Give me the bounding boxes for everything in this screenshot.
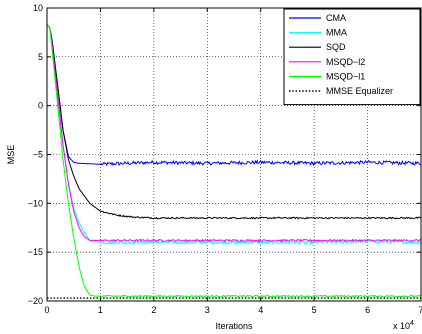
y-tick-label: −15 <box>28 247 43 257</box>
ticks: 0 1 2 3 4 5 6 7 10 5 0 −5 −10 −15 −20 <box>28 3 422 315</box>
x-tick-label: 3 <box>205 305 210 315</box>
legend-label: MMA <box>326 28 347 38</box>
legend-box <box>283 8 421 106</box>
y-tick-label: −5 <box>33 150 43 160</box>
y-tick-label: 5 <box>38 52 43 62</box>
x-tick-label: 0 <box>44 305 49 315</box>
x-tick-label: 1 <box>98 305 103 315</box>
legend-label: SQD <box>326 42 346 52</box>
x-tick-label: 5 <box>312 305 317 315</box>
series-layer <box>46 24 422 299</box>
x-tick-label: 2 <box>151 305 156 315</box>
x-tick-label: 6 <box>365 305 370 315</box>
y-tick-label: 0 <box>38 101 43 111</box>
legend-label: CMA <box>326 13 346 23</box>
legend-label: MMSE Equalizer <box>326 86 393 96</box>
x-tick-label: 7 <box>418 305 422 315</box>
legend-label: MSQD−l2 <box>326 57 365 67</box>
legend-label: MSQD−l1 <box>326 71 365 81</box>
legend: CMA MMA SQD MSQD−l2 MSQD−l1 MMSE Equalizer <box>283 8 421 106</box>
x-tick-label: 4 <box>258 305 263 315</box>
x-axis-label: Iterations <box>215 321 253 331</box>
series-line-2 <box>46 24 422 220</box>
series-line-4 <box>46 24 422 298</box>
x-multiplier-exponent: 4 <box>410 320 414 327</box>
series-line-0 <box>46 24 422 167</box>
y-tick-label: −10 <box>28 198 43 208</box>
x-multiplier: x 104 <box>393 320 414 331</box>
y-tick-label: 10 <box>33 3 43 13</box>
series-line-3 <box>46 24 422 243</box>
y-axis-label: MSE <box>6 145 16 165</box>
x-multiplier-base: x 10 <box>393 321 410 331</box>
y-tick-label: −20 <box>28 296 43 306</box>
